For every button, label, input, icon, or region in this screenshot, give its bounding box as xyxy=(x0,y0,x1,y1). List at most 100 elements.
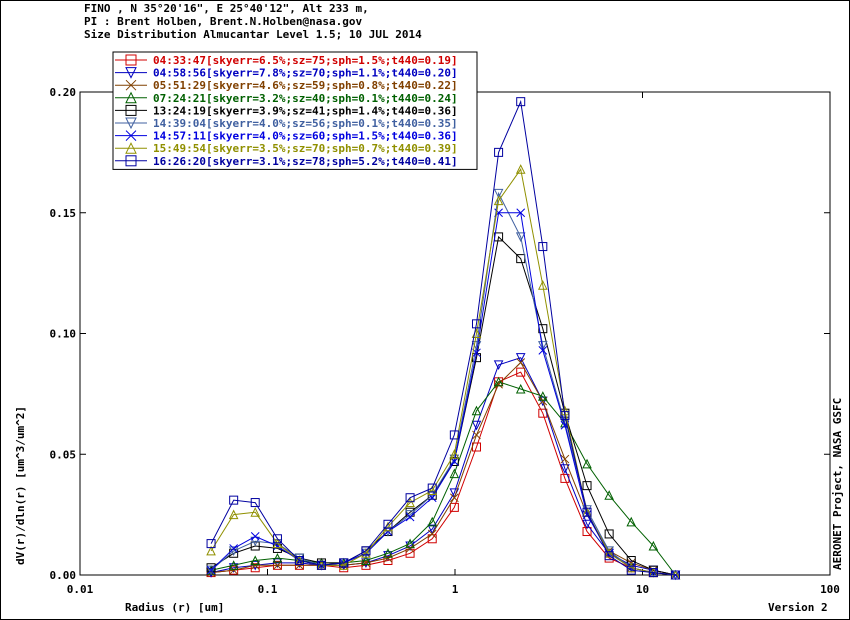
data-point xyxy=(229,544,239,553)
data-point xyxy=(427,524,438,535)
legend-item: 13:24:19[skyerr=3.9%;sz=41;sph=1.4%;t440… xyxy=(115,104,458,117)
data-point xyxy=(515,383,526,394)
data-point xyxy=(383,556,393,566)
legend-item: 15:49:54[skyerr=3.5%;sz=70;sph=0.7%;t440… xyxy=(115,142,458,155)
data-point xyxy=(471,319,481,329)
data-point xyxy=(405,538,415,549)
data-point xyxy=(515,232,526,243)
data-point xyxy=(427,483,437,493)
data-point xyxy=(604,529,614,539)
data-point xyxy=(229,495,239,505)
series-line xyxy=(210,99,676,576)
y-tick-label: 0.15 xyxy=(50,207,77,220)
y-tick-label: 0.00 xyxy=(50,569,77,582)
series-5 xyxy=(206,188,681,581)
series-line xyxy=(210,357,676,576)
data-point xyxy=(472,430,481,440)
data-point xyxy=(670,570,680,580)
data-point xyxy=(626,516,637,527)
data-point xyxy=(582,505,592,515)
data-point xyxy=(471,420,482,431)
legend-marker xyxy=(125,104,137,116)
data-point xyxy=(361,548,371,558)
data-point xyxy=(338,560,349,570)
series-7 xyxy=(206,164,681,580)
data-point xyxy=(316,560,326,570)
data-point xyxy=(250,536,261,547)
legend-item: 04:58:56[skyerr=7.8%;sz=70;sph=1.1%;t440… xyxy=(115,67,458,80)
series-4 xyxy=(206,232,680,580)
legend-label: 04:58:56[skyerr=7.8%;sz=70;sph=1.1%;t440… xyxy=(153,67,458,80)
series-line xyxy=(210,381,676,576)
legend-label: 07:24:21[skyerr=3.2%;sz=40;sph=0.1%;t440… xyxy=(153,92,458,105)
data-point xyxy=(427,529,437,539)
legend-item: 16:26:20[skyerr=3.1%;sz=78;sph=5.2%;t440… xyxy=(115,155,458,168)
data-point xyxy=(516,208,526,218)
header-pi: PI : Brent Holben, Brent.N.Holben@nasa.g… xyxy=(84,15,363,28)
data-point xyxy=(427,485,438,495)
legend-marker xyxy=(125,155,137,167)
data-point xyxy=(449,468,460,479)
x-tick-label: 10 xyxy=(636,583,649,596)
data-point xyxy=(361,546,371,556)
data-point xyxy=(538,341,548,351)
data-point xyxy=(405,497,415,508)
data-point xyxy=(250,498,260,508)
data-point xyxy=(538,280,548,290)
data-point xyxy=(493,376,504,387)
legend-label: 16:26:20[skyerr=3.1%;sz=78;sph=5.2%;t440… xyxy=(153,155,458,168)
legend-item: 07:24:21[skyerr=3.2%;sz=40;sph=0.1%;t440… xyxy=(115,91,458,105)
legend-item: 04:33:47[skyerr=6.5%;sz=75;sph=1.5%;t440… xyxy=(115,54,458,67)
data-point xyxy=(272,538,283,549)
data-point xyxy=(250,507,261,517)
data-point xyxy=(515,353,526,363)
y-tick-label: 0.20 xyxy=(50,86,77,99)
legend-marker xyxy=(125,54,137,66)
data-point xyxy=(250,532,260,541)
data-point xyxy=(582,507,592,517)
data-point xyxy=(229,548,239,558)
data-point xyxy=(449,430,459,440)
data-point xyxy=(493,195,504,206)
series-line xyxy=(210,235,676,576)
legend-marker xyxy=(125,142,137,154)
data-point xyxy=(449,493,459,503)
legend-label: 14:57:11[skyerr=4.0%;sz=60;sph=1.5%;t440… xyxy=(153,130,458,143)
data-point xyxy=(648,540,659,551)
data-point xyxy=(228,509,239,520)
data-point xyxy=(273,541,282,551)
legend-box xyxy=(112,51,478,170)
data-point xyxy=(405,493,415,503)
y-tick-label: 0.10 xyxy=(50,328,77,341)
data-point xyxy=(272,534,282,544)
data-point xyxy=(405,507,415,517)
data-point xyxy=(427,516,438,527)
legend-item: 05:51:29[skyerr=4.6%;sz=59;sph=0.8%;t440… xyxy=(115,79,458,92)
data-point xyxy=(604,490,614,500)
legend-marker xyxy=(125,79,137,91)
series-line xyxy=(210,168,676,576)
data-point xyxy=(228,560,239,570)
data-point xyxy=(560,454,570,464)
data-point xyxy=(560,411,570,421)
data-point xyxy=(582,519,592,530)
data-point xyxy=(206,565,216,576)
aeronet-credit: AERONET Project, NASA GSFC xyxy=(831,398,844,570)
header-product: Size Distribution Almucantar Level 1.5; … xyxy=(84,28,422,41)
series-line xyxy=(210,212,676,576)
legend-label: 13:24:19[skyerr=3.9%;sz=41;sph=1.4%;t440… xyxy=(153,104,458,117)
data-point xyxy=(560,464,570,474)
header-station: FINO , N 35°20'16", E 25°40'12", Alt 233… xyxy=(84,2,369,15)
legend-label: 14:39:04[skyerr=4.0%;sz=56;sph=0.1%;t440… xyxy=(153,117,458,130)
legend-item: 14:57:11[skyerr=4.0%;sz=60;sph=1.5%;t440… xyxy=(115,130,458,143)
series-3 xyxy=(206,376,681,580)
y-axis-label: dV(r)/dln(r) [um^3/um^2] xyxy=(14,406,27,565)
data-point xyxy=(361,560,371,570)
data-point xyxy=(648,568,658,578)
legend-marker xyxy=(125,67,137,79)
data-point xyxy=(582,481,592,491)
data-point xyxy=(383,548,393,558)
series-8 xyxy=(206,97,680,580)
legend-label: 05:51:29[skyerr=4.6%;sz=59;sph=0.8%;t440… xyxy=(153,79,458,92)
